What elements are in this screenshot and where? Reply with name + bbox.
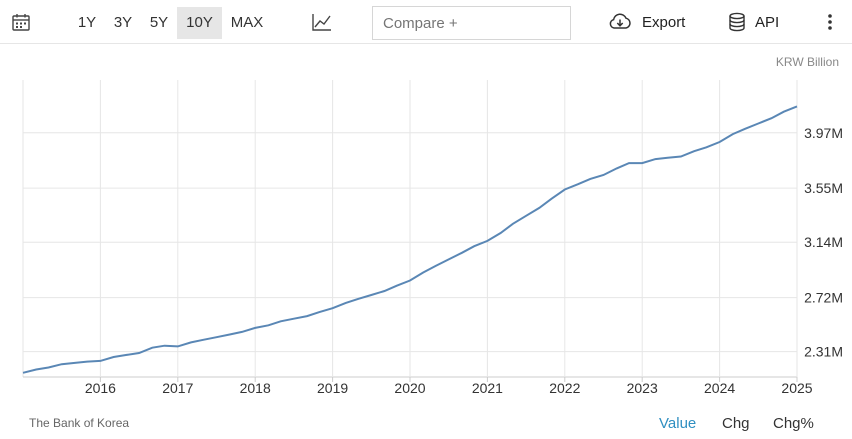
api-button[interactable]: API <box>728 0 779 44</box>
y-tick-label: 3.97M <box>804 125 843 141</box>
source-label: The Bank of Korea <box>29 416 130 430</box>
x-tick-label: 2024 <box>704 380 735 396</box>
cloud-download-icon <box>609 13 631 29</box>
unit-label: KRW Billion <box>775 55 839 69</box>
x-tick-label: 2025 <box>781 380 812 396</box>
range-10y-button[interactable]: 10Y <box>177 7 222 39</box>
x-tick-label: 2023 <box>627 380 658 396</box>
x-tick-label: 2016 <box>85 380 116 396</box>
x-tick-label: 2017 <box>162 380 193 396</box>
x-tick-label: 2020 <box>394 380 425 396</box>
tab-chg-percent[interactable]: Chg% <box>773 415 814 432</box>
x-tick-label: 2022 <box>549 380 580 396</box>
database-icon <box>729 12 745 32</box>
export-button[interactable]: Export <box>607 0 685 44</box>
x-tick-label: 2019 <box>317 380 348 396</box>
range-3y-button[interactable]: 3Y <box>113 14 133 31</box>
more-vertical-icon[interactable] <box>822 0 838 44</box>
range-5y-button[interactable]: 5Y <box>149 14 169 31</box>
calendar-icon[interactable] <box>10 0 32 44</box>
compare-input[interactable] <box>372 6 571 40</box>
x-tick-label: 2021 <box>472 380 503 396</box>
y-tick-label: 2.72M <box>804 290 843 306</box>
x-axis: 2016 2017 2018 2019 2020 2021 2022 2023 2024 2025 <box>85 377 813 396</box>
line-chart: 2016 2017 2018 2019 2020 2021 2022 2023 2024 2025… <box>22 80 843 396</box>
tab-value[interactable]: Value <box>659 415 697 432</box>
y-tick-label: 2.31M <box>804 344 843 360</box>
series-line <box>22 105 798 374</box>
y-tick-label: 3.55M <box>804 180 843 196</box>
range-max-button[interactable]: MAX <box>230 14 264 31</box>
x-tick-label: 2018 <box>240 380 271 396</box>
line-chart-icon[interactable] <box>311 0 333 44</box>
y-axis: 2.31M 2.72M 3.14M 3.55M 3.97M <box>804 125 843 360</box>
y-tick-label: 3.14M <box>804 234 843 250</box>
range-1y-button[interactable]: 1Y <box>77 14 97 31</box>
grid <box>22 80 798 378</box>
chart-toolbar: 1Y 3Y 5Y 10Y MAX Export API <box>0 0 852 44</box>
export-label: Export <box>642 13 686 31</box>
api-label: API <box>755 13 780 31</box>
tab-chg[interactable]: Chg <box>722 415 750 432</box>
